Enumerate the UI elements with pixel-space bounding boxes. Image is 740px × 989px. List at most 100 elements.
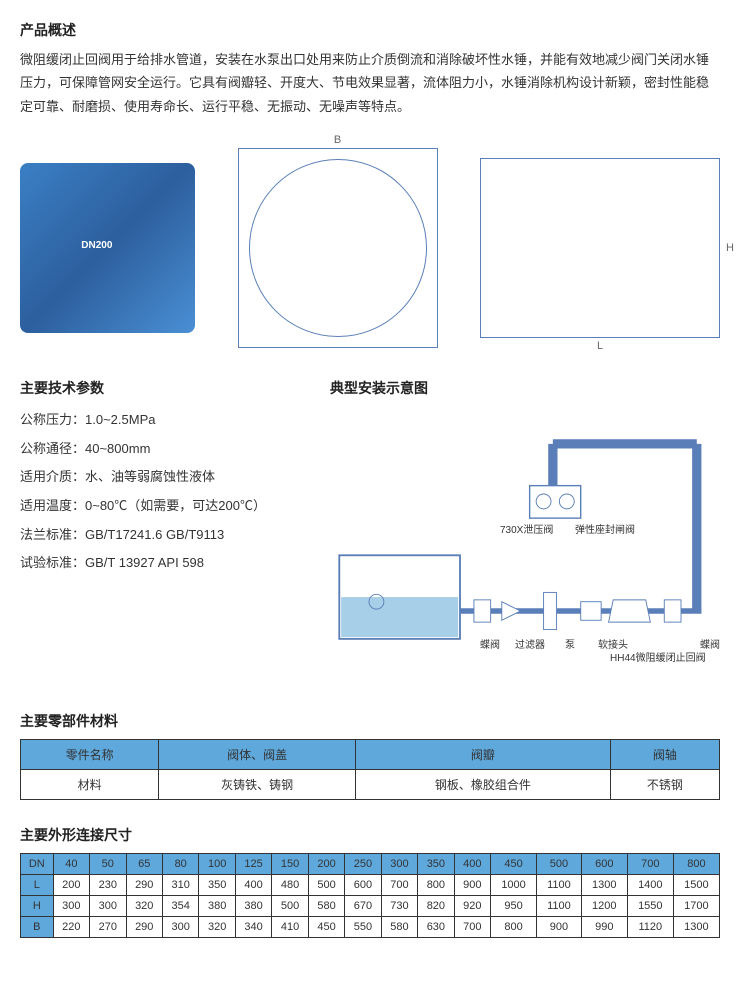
dn-cell: 700 <box>627 854 673 875</box>
dn-cell: 80 <box>162 854 198 875</box>
mat-cell: 钢板、橡胶组合件 <box>355 770 610 800</box>
mat-hdr: 阀瓣 <box>355 740 610 770</box>
mat-cell: 不锈钢 <box>610 770 719 800</box>
dim-row-label: H <box>21 896 54 917</box>
dn-cell: 125 <box>235 854 271 875</box>
install-label-hh44: HH44微阻缓闭止回阀 <box>610 649 706 664</box>
dim-cell: 700 <box>454 917 490 938</box>
dim-cell: 900 <box>537 917 582 938</box>
spec-line: 法兰标准：GB/T17241.6 GB/T9113 <box>20 521 300 550</box>
dim-cell: 1550 <box>627 896 673 917</box>
dim-cell: 300 <box>53 896 89 917</box>
dim-cell: 290 <box>126 875 162 896</box>
dim-cell: 1700 <box>673 896 719 917</box>
dim-cell: 700 <box>381 875 417 896</box>
materials-table: 零件名称 阀体、阀盖 阀瓣 阀轴 材料 灰铸铁、铸钢 钢板、橡胶组合件 不锈钢 <box>20 739 720 800</box>
dim-cell: 340 <box>235 917 271 938</box>
dim-cell: 580 <box>308 896 344 917</box>
dn-cell: 250 <box>345 854 381 875</box>
install-label-butterfly2: 蝶阀 <box>700 636 720 651</box>
spec-line: 试验标准：GB/T 13927 API 598 <box>20 549 300 578</box>
dim-label-h: H <box>726 242 734 254</box>
specs-install-row: 主要技术参数 公称压力：1.0~2.5MPa 公称通径：40~800mm 适用介… <box>20 378 720 686</box>
dim-row-label: L <box>21 875 54 896</box>
dim-label-l: L <box>597 340 603 352</box>
valve-photo-placeholder <box>20 163 195 333</box>
dim-row: B220270290300320340410450550580630700800… <box>21 917 720 938</box>
mat-hdr: 阀轴 <box>610 740 719 770</box>
dim-cell: 300 <box>90 896 126 917</box>
dim-cell: 310 <box>162 875 198 896</box>
install-label-butterfly1: 蝶阀 <box>480 636 500 651</box>
dim-cell: 320 <box>126 896 162 917</box>
dim-cell: 800 <box>418 875 454 896</box>
overview-text: 微阻缓闭止回阀用于给排水管道，安装在水泵出口处用来防止介质倒流和消除破坏性水锤，… <box>20 48 720 118</box>
dim-cell: 1100 <box>537 875 582 896</box>
dim-cell: 600 <box>345 875 381 896</box>
overview-section: 产品概述 微阻缓闭止回阀用于给排水管道，安装在水泵出口处用来防止介质倒流和消除破… <box>20 20 720 118</box>
dim-cell: 950 <box>491 896 537 917</box>
install-col: 典型安装示意图 <box>330 378 720 686</box>
dim-row: H300300320354380380500580670730820920950… <box>21 896 720 917</box>
spec-line: 适用温度：0~80℃（如需要，可达200℃） <box>20 492 300 521</box>
dn-cell: 150 <box>272 854 308 875</box>
dim-cell: 400 <box>235 875 271 896</box>
dim-cell: 230 <box>90 875 126 896</box>
dim-cell: 820 <box>418 896 454 917</box>
product-photo <box>20 163 195 333</box>
dim-cell: 730 <box>381 896 417 917</box>
dn-cell: 500 <box>537 854 582 875</box>
mat-rowlabel: 材料 <box>21 770 159 800</box>
install-title: 典型安装示意图 <box>330 378 720 398</box>
specs-col: 主要技术参数 公称压力：1.0~2.5MPa 公称通径：40~800mm 适用介… <box>20 378 300 686</box>
front-drawing: B <box>238 148 438 348</box>
mat-cell: 灰铸铁、铸钢 <box>159 770 356 800</box>
dim-cell: 580 <box>381 917 417 938</box>
dim-cell: 1400 <box>627 875 673 896</box>
dim-cell: 900 <box>454 875 490 896</box>
dn-cell: 50 <box>90 854 126 875</box>
dim-cell: 270 <box>90 917 126 938</box>
dim-label-b: B <box>334 134 341 146</box>
mat-hdr: 零件名称 <box>21 740 159 770</box>
dim-row-label: B <box>21 917 54 938</box>
spec-line: 公称通径：40~800mm <box>20 435 300 464</box>
install-label-730x: 730X泄压阀 <box>500 521 553 536</box>
dim-cell: 1000 <box>491 875 537 896</box>
dn-cell: 450 <box>491 854 537 875</box>
dim-cell: 410 <box>272 917 308 938</box>
dim-cell: 200 <box>53 875 89 896</box>
dn-cell: 100 <box>199 854 235 875</box>
dn-cell: 300 <box>381 854 417 875</box>
dimensions-table: DN 4050658010012515020025030035040045050… <box>20 853 720 938</box>
images-row: B H L <box>20 148 720 348</box>
dn-label: DN <box>21 854 54 875</box>
dimensions-section: 主要外形连接尺寸 DN 4050658010012515020025030035… <box>20 825 720 938</box>
install-label-gate: 弹性座封闸阀 <box>575 521 635 536</box>
dim-cell: 1120 <box>627 917 673 938</box>
dimensions-title: 主要外形连接尺寸 <box>20 825 720 845</box>
dim-cell: 350 <box>199 875 235 896</box>
spec-line: 适用介质：水、油等弱腐蚀性液体 <box>20 463 300 492</box>
dim-cell: 1100 <box>537 896 582 917</box>
dn-cell: 400 <box>454 854 490 875</box>
dim-header-row: DN 4050658010012515020025030035040045050… <box>21 854 720 875</box>
materials-section: 主要零部件材料 零件名称 阀体、阀盖 阀瓣 阀轴 材料 灰铸铁、铸钢 钢板、橡胶… <box>20 711 720 800</box>
dim-cell: 990 <box>581 917 627 938</box>
side-drawing: H L <box>480 158 720 338</box>
dn-cell: 350 <box>418 854 454 875</box>
overview-title: 产品概述 <box>20 20 720 40</box>
dn-cell: 600 <box>581 854 627 875</box>
install-label-filter: 过滤器 <box>515 636 545 651</box>
dim-cell: 630 <box>418 917 454 938</box>
dim-cell: 1200 <box>581 896 627 917</box>
dim-cell: 1300 <box>581 875 627 896</box>
dn-cell: 800 <box>673 854 719 875</box>
dim-cell: 450 <box>308 917 344 938</box>
specs-title: 主要技术参数 <box>20 378 300 398</box>
dn-cell: 40 <box>53 854 89 875</box>
dn-cell: 65 <box>126 854 162 875</box>
side-drawing-box: H L <box>480 158 720 338</box>
dim-cell: 480 <box>272 875 308 896</box>
dim-cell: 500 <box>272 896 308 917</box>
